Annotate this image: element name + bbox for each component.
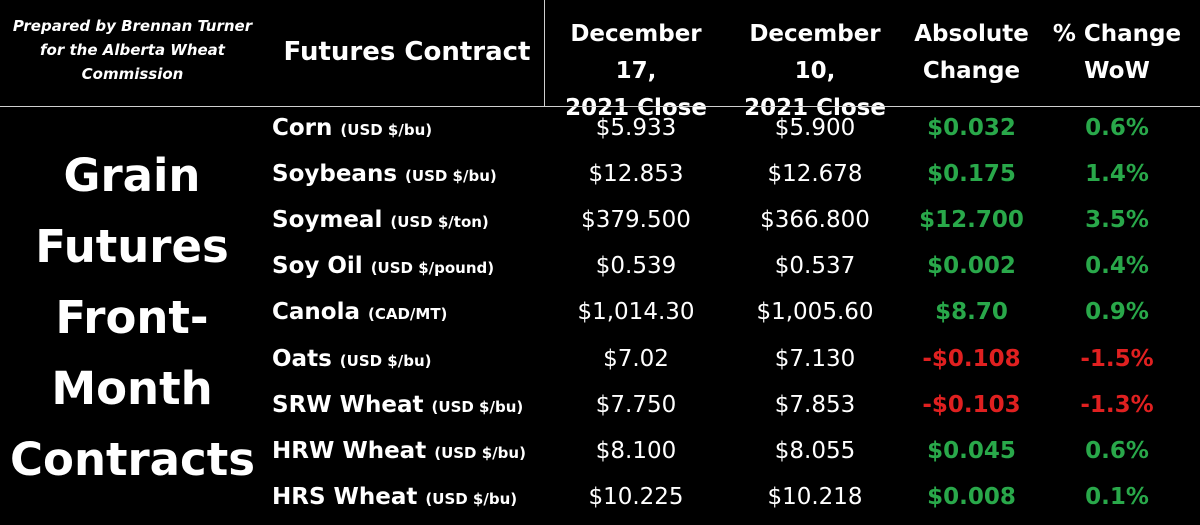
absolute-change-value: $0.002 xyxy=(927,253,1016,280)
table-row: Canola (CAD/MT) $1,014.30 $1,005.60 $8.70 0.… xyxy=(0,294,1200,340)
dec17-close-value: $7.02 xyxy=(603,345,669,372)
dec17-close-value: $10.225 xyxy=(588,483,684,510)
header-line: Change xyxy=(922,58,1021,84)
header-dec10-close: December 10, 2021 Close xyxy=(726,16,904,127)
percent-change-value: 0.6% xyxy=(1085,115,1149,141)
dec10-close-value: $8.055 xyxy=(774,437,856,464)
contract-label: HRW Wheat xyxy=(272,437,427,464)
header-line: December 10, xyxy=(749,21,881,84)
title-line: Front- xyxy=(55,291,209,344)
percent-change-value: 0.9% xyxy=(1085,299,1149,326)
absolute-change-value: $0.045 xyxy=(927,437,1016,464)
credit-line: Commission xyxy=(81,65,184,83)
table-row: Corn (USD $/bu) $5.933 $5.900 $0.032 0.6% xyxy=(0,110,1200,156)
contract-unit: (USD $/ton) xyxy=(390,213,489,232)
contract-label: Corn xyxy=(272,115,333,141)
header-line: December 17, xyxy=(570,21,702,84)
contract-label: HRS Wheat xyxy=(272,483,418,510)
header-percent-change: % Change WoW xyxy=(1042,16,1192,90)
contract-unit: (USD $/bu) xyxy=(340,121,433,139)
percent-change-value: 0.1% xyxy=(1085,483,1149,510)
absolute-change-value: $0.032 xyxy=(927,115,1016,141)
credit-line: for the Alberta Wheat xyxy=(40,41,225,59)
dec10-close-value: $0.537 xyxy=(774,253,856,280)
contract-unit: (USD $/bu) xyxy=(431,397,524,416)
percent-change-value: 0.6% xyxy=(1085,437,1149,464)
title-line: Futures xyxy=(35,220,229,273)
absolute-change-value: -$0.103 xyxy=(922,391,1021,418)
contract-unit: (USD $/pound) xyxy=(370,259,495,278)
contract-name: Canola (CAD/MT) xyxy=(272,294,447,332)
contract-unit: (CAD/MT) xyxy=(368,305,448,324)
contract-label: Canola xyxy=(272,299,360,326)
contract-label: Soybeans xyxy=(272,161,398,188)
contract-name: Oats (USD $/bu) xyxy=(272,341,431,379)
percent-change-value: 1.4% xyxy=(1085,161,1149,188)
absolute-change-value: -$0.108 xyxy=(922,345,1021,372)
contract-name: Soymeal (USD $/ton) xyxy=(272,202,489,240)
title-line: Month xyxy=(51,362,213,415)
percent-change-value: -1.3% xyxy=(1080,391,1154,418)
contract-unit: (USD $/bu) xyxy=(339,351,432,370)
header-line: Absolute xyxy=(914,21,1029,47)
contract-label: Oats xyxy=(272,345,332,372)
dec17-close-value: $7.750 xyxy=(595,391,677,418)
table-row: HRW Wheat (USD $/bu) $8.100 $8.055 $0.045 0.… xyxy=(0,433,1200,479)
table-row: SRW Wheat (USD $/bu) $7.750 $7.853 -$0.103 -… xyxy=(0,387,1200,433)
header-futures-contract: Futures Contract xyxy=(283,37,531,67)
credit-note: Prepared by Brennan Turner for the Alber… xyxy=(0,14,265,86)
contract-label: Soymeal xyxy=(272,207,383,234)
absolute-change-value: $8.70 xyxy=(935,299,1008,326)
contract-name: HRS Wheat (USD $/bu) xyxy=(272,479,517,517)
contract-name: Soy Oil (USD $/pound) xyxy=(272,248,494,286)
absolute-change-value: $0.175 xyxy=(927,161,1016,188)
contract-name: Corn (USD $/bu) xyxy=(272,110,432,148)
dec10-close-value: $12.678 xyxy=(767,161,863,188)
table-row: Soybeans (USD $/bu) $12.853 $12.678 $0.175 1… xyxy=(0,156,1200,202)
header-line: WoW xyxy=(1084,58,1150,84)
dec17-close-value: $379.500 xyxy=(581,207,691,234)
header-dec17-close: December 17, 2021 Close xyxy=(547,16,725,127)
percent-change-value: 0.4% xyxy=(1085,253,1149,280)
header-line: 2021 Close xyxy=(565,95,707,121)
dec10-close-value: $10.218 xyxy=(767,483,863,510)
dec17-close-value: $12.853 xyxy=(588,161,684,188)
header-line: 2021 Close xyxy=(744,95,886,121)
dec10-close-value: $7.130 xyxy=(774,345,856,372)
contract-unit: (USD $/bu) xyxy=(405,167,497,186)
table-row: HRS Wheat (USD $/bu) $10.225 $10.218 $0.008… xyxy=(0,479,1200,525)
title-line: Contracts xyxy=(10,433,256,486)
dec17-close-value: $5.933 xyxy=(595,115,677,141)
table-row: Soymeal (USD $/ton) $379.500 $366.800 $12.7… xyxy=(0,202,1200,248)
absolute-change-value: $0.008 xyxy=(927,483,1016,510)
dec10-close-value: $1,005.60 xyxy=(756,299,874,326)
header-vertical-divider xyxy=(544,0,545,107)
contract-name: HRW Wheat (USD $/bu) xyxy=(272,433,526,471)
table-row: Oats (USD $/bu) $7.02 $7.130 -$0.108 -1.5% xyxy=(0,341,1200,387)
dec17-close-value: $8.100 xyxy=(595,437,677,464)
absolute-change-value: $12.700 xyxy=(919,207,1024,234)
contract-label: Soy Oil xyxy=(272,253,363,280)
dec17-close-value: $0.539 xyxy=(595,253,677,280)
dec10-close-value: $7.853 xyxy=(774,391,856,418)
title-line: Grain xyxy=(63,149,201,202)
contract-unit: (USD $/bu) xyxy=(425,489,518,508)
header-absolute-change: Absolute Change xyxy=(905,16,1038,90)
percent-change-value: 3.5% xyxy=(1085,207,1149,234)
contract-label: SRW Wheat xyxy=(272,391,424,418)
dec10-close-value: $366.800 xyxy=(760,207,870,234)
credit-line: Prepared by Brennan Turner xyxy=(12,17,253,35)
header-line: % Change xyxy=(1052,21,1182,47)
percent-change-value: -1.5% xyxy=(1080,345,1154,372)
page-title: Grain Futures Front- Month Contracts xyxy=(10,140,256,495)
contract-name: Soybeans (USD $/bu) xyxy=(272,156,497,194)
dec10-close-value: $5.900 xyxy=(774,115,856,141)
table-row: Soy Oil (USD $/pound) $0.539 $0.537 $0.002 0… xyxy=(0,248,1200,294)
dec17-close-value: $1,014.30 xyxy=(577,299,695,326)
contract-name: SRW Wheat (USD $/bu) xyxy=(272,387,523,425)
contract-unit: (USD $/bu) xyxy=(434,443,526,462)
header-divider xyxy=(0,106,1200,107)
